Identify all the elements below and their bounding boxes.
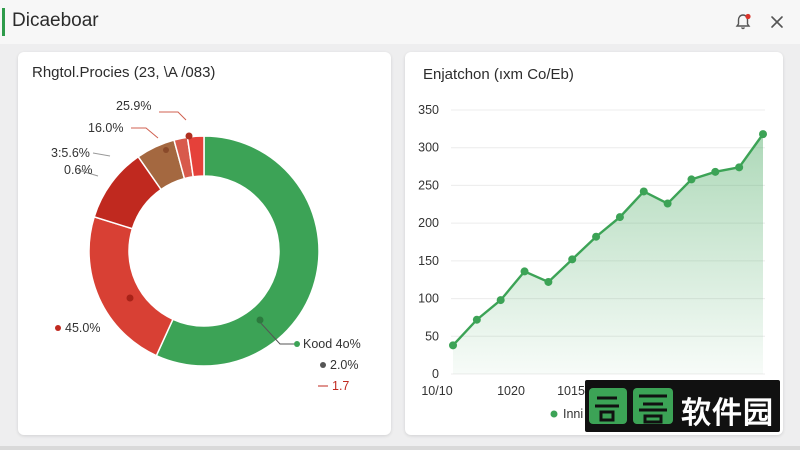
- leader-line: [131, 127, 159, 139]
- data-point[interactable]: [687, 175, 696, 184]
- donut-chart: [55, 111, 328, 387]
- marker-dot: [126, 294, 134, 302]
- legend-dot: [550, 410, 558, 418]
- slice-label: 2.0%: [330, 358, 359, 372]
- y-tick-label: 0: [432, 367, 439, 381]
- leader-line: [257, 319, 294, 345]
- bottom-divider: [0, 446, 800, 450]
- marker-dot: [256, 316, 264, 324]
- data-point[interactable]: [735, 163, 744, 172]
- leader-line: [92, 152, 111, 157]
- marker-dot: [185, 132, 193, 140]
- x-tick-label: 10/10: [421, 384, 452, 398]
- data-point[interactable]: [639, 187, 648, 196]
- header-bar: Dicaeboar: [0, 0, 800, 44]
- donut-chart-title: Rhgtol.Procies (23, \A /083): [32, 64, 216, 81]
- legend-label: Inni: [563, 407, 583, 421]
- x-tick-label: 1015: [557, 384, 585, 398]
- y-tick-label: 300: [418, 141, 439, 155]
- donut-slice-5[interactable]: [186, 135, 205, 178]
- y-tick-label: 200: [418, 216, 439, 230]
- data-point[interactable]: [592, 232, 601, 241]
- data-point[interactable]: [615, 213, 624, 222]
- series-line: [452, 133, 764, 347]
- line-chart: 0 50 100 150 200 250 300 350 10/10 1020 1015 Inni: [418, 103, 767, 421]
- line-chart-title: Enjatchon (ıxm Co/Eb): [423, 66, 574, 83]
- legend-dot: [294, 341, 300, 347]
- line-chart-card: Enjatchon (ıxm Co/Eb) 0 50 100 150 200 250 300…: [405, 52, 783, 435]
- close-icon[interactable]: [766, 11, 788, 33]
- slice-label: 45.0%: [65, 321, 101, 335]
- data-point[interactable]: [472, 315, 481, 324]
- data-point[interactable]: [520, 267, 529, 276]
- y-tick-label: 100: [418, 292, 439, 306]
- watermark-text: 软件园: [681, 396, 774, 431]
- leader-line: [159, 111, 187, 121]
- y-tick-label: 150: [418, 254, 439, 268]
- data-point[interactable]: [496, 296, 505, 305]
- data-point[interactable]: [759, 130, 767, 139]
- donut-slice-0[interactable]: [155, 135, 320, 367]
- y-tick-label: 350: [418, 103, 439, 117]
- x-tick-label: 1020: [497, 384, 525, 398]
- slice-label: 1.7: [332, 379, 350, 393]
- slice-label: 16.0%: [88, 121, 124, 135]
- watermark-logo: 软件园: [585, 380, 780, 432]
- area-fill: [453, 134, 763, 374]
- data-point[interactable]: [663, 199, 672, 208]
- y-tick-label: 50: [425, 329, 439, 343]
- donut-slice-1[interactable]: [88, 215, 174, 357]
- legend-dot: [320, 362, 326, 368]
- slice-label: 0.6%: [64, 163, 93, 177]
- notification-bell-icon[interactable]: [732, 11, 754, 33]
- data-point[interactable]: [568, 255, 577, 264]
- slice-label: 25.9%: [116, 99, 152, 113]
- donut-chart-card: Rhgtol.Procies (23, \A /083) 25.9% 16.0%…: [18, 52, 391, 435]
- header-accent: [2, 8, 5, 36]
- slice-label: 3:5.6%: [51, 146, 90, 160]
- legend-dot: [55, 325, 61, 331]
- y-tick-label: 250: [418, 178, 439, 192]
- marker-dot: [163, 147, 169, 153]
- data-point[interactable]: [544, 277, 553, 286]
- data-point[interactable]: [449, 341, 457, 350]
- leader-line: [77, 169, 99, 177]
- page-title: Dicaeboar: [12, 10, 99, 31]
- data-point[interactable]: [711, 167, 720, 176]
- slice-label: Kood 4o%: [303, 337, 361, 351]
